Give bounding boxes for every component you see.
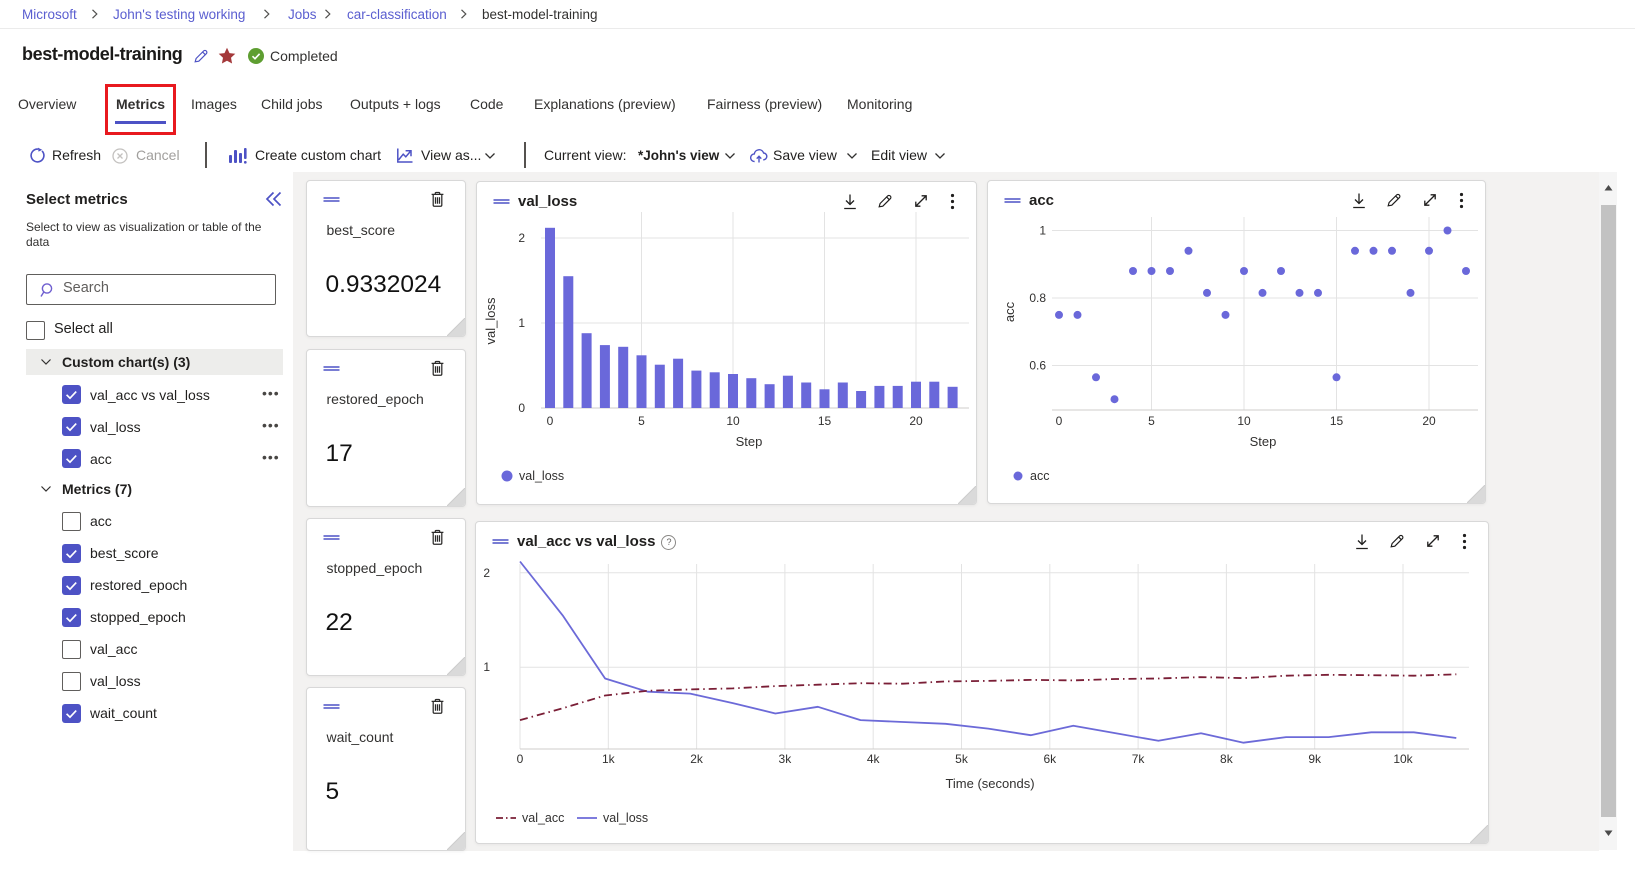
- svg-text:acc: acc: [1002, 301, 1017, 322]
- svg-text:0: 0: [518, 401, 525, 415]
- svg-text:0.8: 0.8: [1029, 291, 1046, 305]
- svg-text:9k: 9k: [1308, 752, 1322, 766]
- svg-text:5: 5: [1148, 414, 1155, 428]
- svg-text:1: 1: [1039, 224, 1046, 238]
- svg-text:3k: 3k: [779, 752, 793, 766]
- svg-text:Step: Step: [736, 434, 763, 449]
- svg-text:0: 0: [1056, 414, 1063, 428]
- svg-text:8k: 8k: [1220, 752, 1234, 766]
- svg-text:5k: 5k: [955, 752, 969, 766]
- svg-text:1k: 1k: [602, 752, 616, 766]
- svg-text:0: 0: [547, 414, 554, 428]
- svg-text:val_acc: val_acc: [522, 811, 564, 825]
- svg-text:20: 20: [909, 414, 923, 428]
- svg-text:2: 2: [518, 231, 525, 245]
- svg-text:7k: 7k: [1132, 752, 1146, 766]
- svg-text:0: 0: [517, 752, 524, 766]
- svg-text:1: 1: [518, 316, 525, 330]
- svg-text:5: 5: [638, 414, 645, 428]
- svg-text:val_loss: val_loss: [603, 811, 648, 825]
- svg-text:acc: acc: [1030, 469, 1049, 483]
- svg-text:1: 1: [483, 660, 490, 674]
- svg-text:val_loss: val_loss: [483, 297, 498, 344]
- svg-text:15: 15: [818, 414, 832, 428]
- svg-text:10: 10: [1237, 414, 1251, 428]
- svg-text:10: 10: [726, 414, 740, 428]
- svg-text:2k: 2k: [690, 752, 704, 766]
- svg-text:2: 2: [483, 566, 490, 580]
- svg-text:10k: 10k: [1393, 752, 1413, 766]
- svg-text:Step: Step: [1250, 434, 1277, 449]
- svg-text:val_loss: val_loss: [519, 469, 564, 483]
- svg-text:20: 20: [1422, 414, 1436, 428]
- svg-text:15: 15: [1330, 414, 1344, 428]
- svg-text:Time (seconds): Time (seconds): [945, 776, 1034, 791]
- svg-text:6k: 6k: [1043, 752, 1057, 766]
- svg-text:4k: 4k: [867, 752, 881, 766]
- svg-text:0.6: 0.6: [1029, 359, 1046, 373]
